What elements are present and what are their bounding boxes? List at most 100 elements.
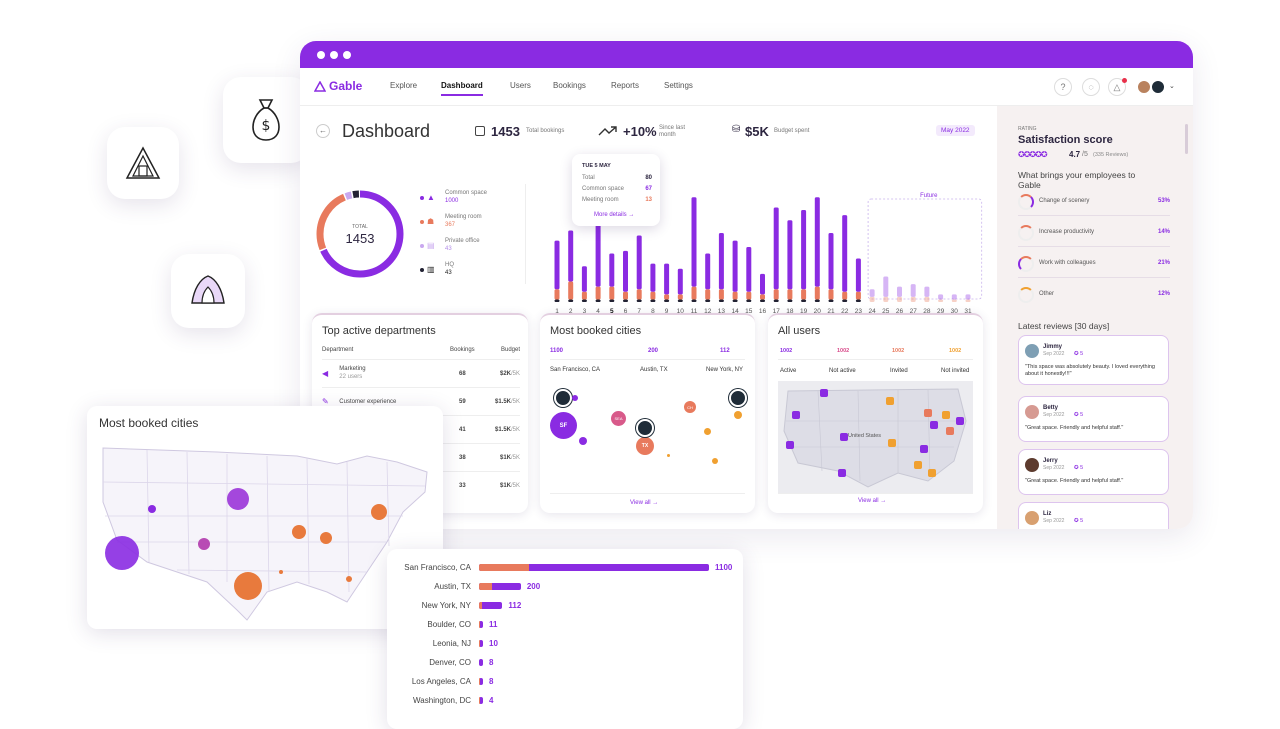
bar-segment[interactable] [965, 299, 971, 302]
bar-segment[interactable] [609, 299, 615, 302]
bar-segment[interactable] [842, 291, 848, 300]
bar-segment[interactable] [732, 240, 738, 292]
bar-segment[interactable] [746, 299, 752, 302]
city-bar[interactable] [479, 564, 709, 571]
bar-segment[interactable] [705, 289, 711, 300]
chat-icon[interactable]: ◌ [1082, 78, 1100, 96]
bar-segment[interactable] [568, 230, 574, 282]
bar-segment[interactable] [581, 299, 587, 302]
team-avatar[interactable] [1150, 79, 1166, 95]
bar-segment[interactable] [814, 299, 820, 302]
bar-segment[interactable] [705, 299, 711, 302]
window-dot[interactable] [317, 50, 325, 59]
bar-segment[interactable] [677, 294, 683, 300]
bar-segment[interactable] [595, 217, 601, 287]
bubble-ch[interactable]: CH [684, 401, 696, 413]
bar-segment[interactable] [554, 289, 560, 300]
bar-segment[interactable] [568, 281, 574, 300]
bar-segment[interactable] [760, 299, 765, 302]
nav-settings[interactable]: Settings [664, 81, 693, 90]
bar-segment[interactable] [842, 215, 848, 292]
notifications-icon[interactable]: △ [1108, 78, 1126, 96]
bar-segment[interactable] [691, 197, 697, 287]
bar-segment[interactable] [732, 299, 738, 302]
view-all-link[interactable]: View all → [630, 500, 659, 506]
review-card[interactable]: Betty Sep 2022 ✪ 5 "Great space. Friendl… [1018, 396, 1169, 442]
app-logo[interactable]: Gable [314, 79, 362, 93]
bar-segment[interactable] [787, 220, 793, 290]
city-bar[interactable] [479, 640, 483, 647]
bubble-sf[interactable]: SF [550, 412, 577, 439]
bar-segment[interactable] [910, 296, 916, 302]
bar-segment[interactable] [897, 296, 902, 302]
bar-segment[interactable] [691, 286, 697, 300]
city-bar-meeting[interactable] [479, 640, 480, 647]
table-row[interactable]: ◀ Marketing 22 users 68 $2K/5K [322, 359, 520, 387]
city-bar[interactable] [479, 602, 503, 609]
bar-segment[interactable] [650, 299, 656, 302]
bar-segment[interactable] [746, 247, 752, 292]
bar-segment[interactable] [855, 299, 861, 302]
bar-segment[interactable] [828, 299, 834, 302]
bar-segment[interactable] [677, 268, 683, 295]
bar-segment[interactable] [718, 289, 724, 300]
city-bar[interactable] [479, 697, 483, 704]
bar-segment[interactable] [760, 294, 765, 300]
help-icon[interactable]: ? [1054, 78, 1072, 96]
city-pin-icon[interactable] [729, 389, 747, 407]
bar-segment[interactable] [801, 289, 807, 300]
bar-segment[interactable] [595, 286, 601, 300]
review-card[interactable]: Liz Sep 2022 ✪ 5 [1018, 502, 1169, 529]
bar-segment[interactable] [732, 291, 738, 300]
bar-segment[interactable] [609, 253, 615, 287]
bar-segment[interactable] [623, 299, 628, 302]
window-dot[interactable] [343, 50, 351, 59]
bar-segment[interactable] [801, 299, 807, 302]
city-bar[interactable] [479, 659, 483, 666]
review-card[interactable]: Jerry Sep 2022 ✪ 5 "Great space. Friendl… [1018, 449, 1169, 495]
bar-segment[interactable] [718, 299, 724, 302]
bar-segment[interactable] [787, 299, 793, 302]
bar-segment[interactable] [636, 299, 642, 302]
bar-segment[interactable] [951, 294, 957, 300]
city-bar[interactable] [479, 583, 521, 590]
bar-segment[interactable] [581, 266, 587, 292]
nav-bookings[interactable]: Bookings [553, 81, 586, 90]
bar-segment[interactable] [664, 299, 670, 302]
bar-segment[interactable] [869, 296, 875, 302]
city-bar-meeting[interactable] [479, 678, 480, 685]
bubble-sea[interactable]: SEA [611, 411, 626, 426]
bar-segment[interactable] [910, 284, 916, 297]
bar-segment[interactable] [554, 240, 560, 290]
bar-segment[interactable] [883, 276, 889, 297]
bar-segment[interactable] [636, 289, 642, 300]
city-bar-meeting[interactable] [479, 697, 480, 704]
city-bar-meeting[interactable] [479, 621, 480, 628]
bar-segment[interactable] [718, 233, 724, 290]
nav-users[interactable]: Users [510, 81, 531, 90]
scrollbar[interactable] [1185, 124, 1188, 154]
bar-segment[interactable] [609, 286, 615, 300]
bar-segment[interactable] [951, 299, 957, 302]
bar-segment[interactable] [828, 289, 834, 300]
bar-segment[interactable] [568, 299, 574, 302]
bar-segment[interactable] [746, 291, 752, 300]
bar-segment[interactable] [842, 299, 848, 302]
bar-segment[interactable] [801, 210, 807, 290]
bar-segment[interactable] [883, 296, 889, 302]
bar-segment[interactable] [924, 286, 930, 297]
bar-segment[interactable] [924, 296, 930, 302]
bar-segment[interactable] [650, 291, 656, 300]
bar-segment[interactable] [897, 286, 902, 297]
bar-segment[interactable] [773, 207, 779, 290]
review-card[interactable]: Jimmy Sep 2022 ✪ 5 "This space was absol… [1018, 335, 1169, 385]
bar-segment[interactable] [855, 258, 861, 292]
bar-segment[interactable] [664, 263, 670, 295]
table-row[interactable]: ✎ Customer experience 59 $1.5K/5K [322, 387, 520, 415]
bar-segment[interactable] [869, 289, 875, 297]
month-selector[interactable]: May 2022 [936, 125, 975, 136]
bar-segment[interactable] [773, 289, 779, 300]
city-bar[interactable] [479, 621, 483, 628]
city-bar-meeting[interactable] [479, 583, 492, 590]
bar-segment[interactable] [650, 263, 656, 292]
